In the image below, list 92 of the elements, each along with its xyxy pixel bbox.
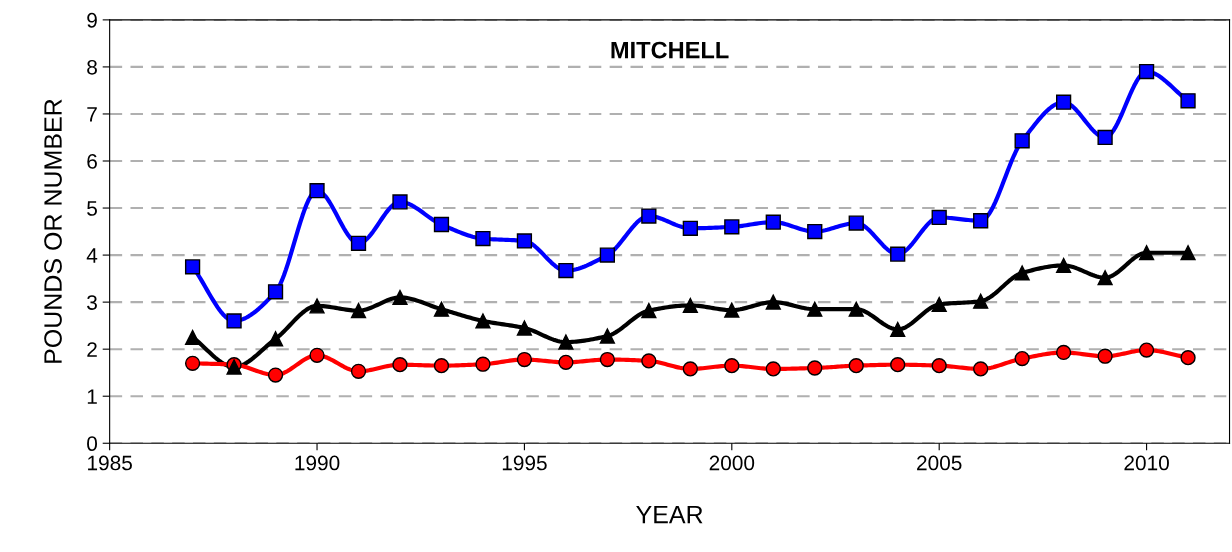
point (392, 289, 408, 306)
y-tick-label: 2 (87, 342, 97, 357)
point (433, 301, 450, 317)
x-tick-label: 1995 (502, 455, 547, 471)
point (599, 328, 616, 344)
point (516, 233, 533, 249)
point (807, 301, 823, 317)
point (1138, 342, 1155, 358)
point (475, 313, 491, 329)
point (599, 247, 616, 263)
point (267, 367, 284, 383)
point (641, 208, 657, 224)
point (724, 219, 740, 235)
point (973, 213, 989, 229)
point (1138, 245, 1155, 261)
point (267, 284, 284, 300)
y-tick-label: 7 (87, 107, 97, 122)
point (1014, 265, 1030, 281)
point (1180, 245, 1196, 261)
point (765, 214, 781, 230)
point (682, 220, 698, 236)
y-tick-label: 3 (87, 295, 97, 310)
point (1097, 129, 1113, 146)
x-axis-title: YEAR (636, 505, 703, 524)
point (558, 354, 574, 370)
point (350, 235, 367, 251)
y-tick-label: 8 (87, 59, 97, 75)
point (641, 353, 657, 369)
y-tick-label: 5 (87, 201, 97, 216)
point (765, 361, 781, 377)
point (184, 355, 201, 371)
point (350, 363, 367, 379)
point (890, 246, 906, 262)
point (848, 357, 864, 374)
point (724, 302, 740, 318)
y-tick-label: 0 (87, 436, 98, 452)
point (184, 329, 201, 346)
x-tick-label: 2000 (709, 455, 755, 471)
point (973, 293, 989, 309)
point (682, 361, 698, 377)
point (807, 223, 823, 240)
point (184, 259, 201, 275)
point (516, 320, 533, 336)
point (1055, 257, 1072, 274)
point (309, 182, 325, 199)
point (931, 296, 947, 313)
point (516, 351, 533, 368)
point (724, 357, 740, 374)
point (931, 357, 947, 374)
point (1097, 270, 1113, 286)
point (267, 331, 284, 347)
point (1138, 63, 1155, 80)
point (682, 297, 698, 314)
point (1014, 133, 1030, 149)
point (599, 351, 616, 368)
y-axis-title: POUNDS OR NUMBER (44, 99, 62, 363)
point (309, 347, 325, 363)
point (848, 301, 864, 317)
point (931, 209, 947, 226)
point (1055, 94, 1072, 110)
point (433, 216, 450, 233)
y-tick-label: 9 (87, 12, 97, 28)
y-tick-label: 1 (87, 389, 97, 404)
point (973, 361, 989, 377)
point (807, 360, 823, 376)
y-tick-label: 4 (86, 248, 98, 263)
x-tick-label: 2005 (917, 455, 962, 471)
point (1097, 348, 1113, 364)
point (392, 194, 408, 210)
point (848, 215, 864, 231)
point (350, 302, 367, 319)
x-tick-label: 2010 (1124, 455, 1169, 471)
point (890, 321, 906, 338)
x-tick-label: 1985 (88, 455, 132, 471)
point (890, 357, 906, 373)
point (1055, 344, 1072, 361)
x-tick-label: 1990 (295, 455, 340, 471)
point (765, 294, 781, 310)
y-tick-label: 6 (87, 154, 97, 169)
text: MITCHELL (611, 41, 729, 59)
point (309, 298, 325, 314)
point (475, 230, 491, 247)
point (641, 302, 657, 319)
point (558, 262, 574, 279)
point (1180, 93, 1196, 109)
point (475, 356, 491, 372)
point (392, 357, 408, 373)
point (558, 334, 574, 350)
point (1180, 349, 1196, 366)
point (433, 357, 450, 374)
point (226, 313, 242, 329)
point (1014, 350, 1030, 367)
